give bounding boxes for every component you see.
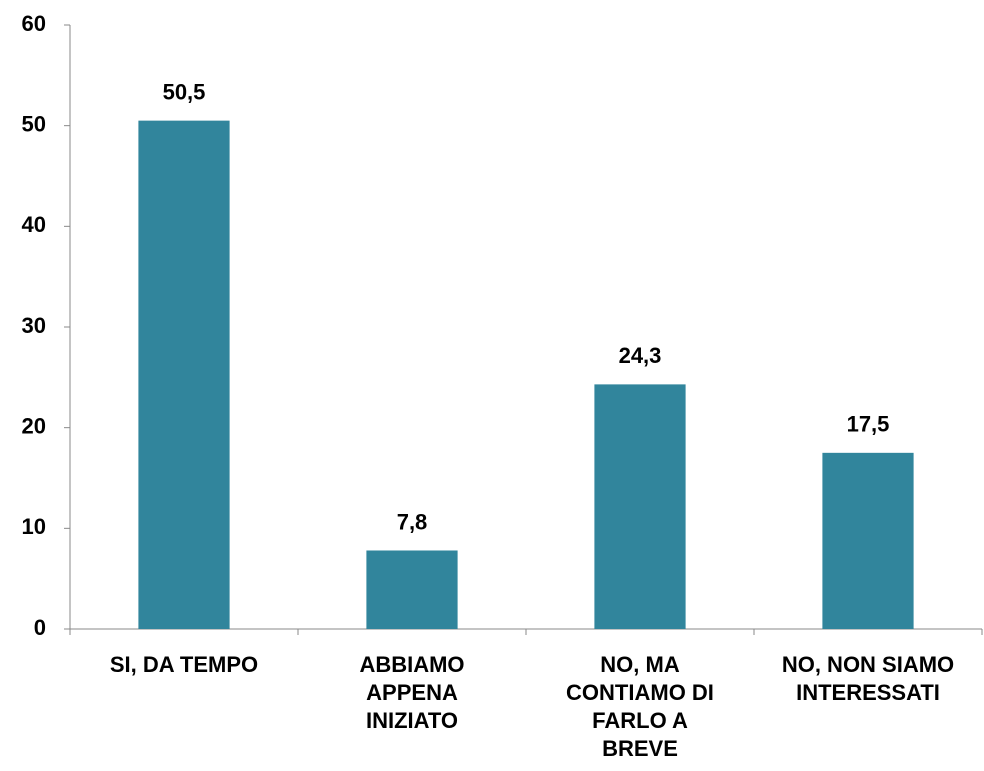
y-tick-label: 30 (22, 313, 46, 338)
data-label: 17,5 (847, 412, 890, 437)
y-tick-label: 10 (22, 514, 46, 539)
x-tick-label: SI, DA TEMPO (109, 652, 259, 677)
bar (594, 384, 686, 629)
y-tick-label: 40 (22, 212, 46, 237)
bar (366, 550, 458, 629)
data-label: 50,5 (163, 79, 206, 104)
x-tick-label: NO, MA CONTIAMO DI FARLO A BREVE (566, 652, 714, 761)
y-tick-label: 20 (22, 413, 46, 438)
bar (822, 452, 914, 629)
y-tick-label: 0 (34, 615, 46, 640)
bar (138, 120, 230, 629)
data-label: 7,8 (397, 509, 428, 534)
y-tick-label: 50 (22, 111, 46, 136)
x-tick-label: ABBIAMO APPENA INIZIATO (359, 652, 465, 733)
x-tick-label: NO, NON SIAMO INTERESSATI (781, 652, 955, 705)
y-tick-label: 60 (22, 11, 46, 36)
data-label: 24,3 (619, 343, 662, 368)
